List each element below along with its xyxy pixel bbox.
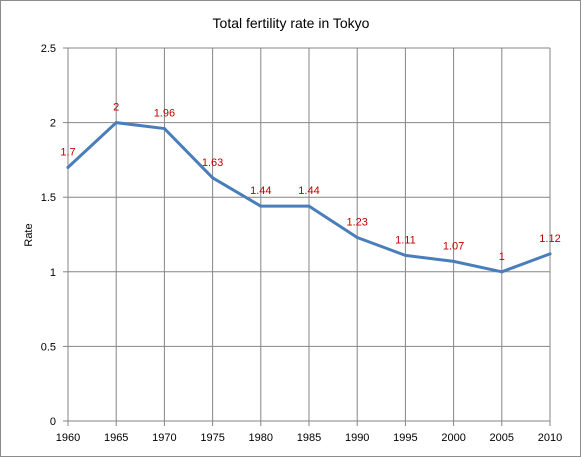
y-axis-label: Rate <box>23 223 35 246</box>
x-tick-label: 1960 <box>56 432 80 444</box>
x-axis-ticks: 1960 1965 1970 1975 1980 1985 1990 1995 2000 2005… <box>56 432 562 444</box>
data-point <box>403 253 407 257</box>
data-label: 1.12 <box>539 233 560 245</box>
data-point <box>114 121 118 125</box>
y-tick-label: 2 <box>50 118 56 130</box>
x-tick-label: 1970 <box>152 432 176 444</box>
data-label: 2 <box>113 102 119 114</box>
data-label: 1.11 <box>395 234 416 246</box>
data-point <box>162 127 166 131</box>
x-tick-label: 2010 <box>538 432 562 444</box>
data-label: 1.44 <box>298 185 319 197</box>
y-tick-label: 0.5 <box>41 341 56 353</box>
y-tick-label: 1 <box>50 267 56 279</box>
x-tick-label: 1995 <box>393 432 417 444</box>
y-tick-label: 2.5 <box>41 43 56 55</box>
data-point <box>452 259 456 263</box>
data-point <box>259 204 263 208</box>
data-point <box>355 235 359 239</box>
grid <box>63 47 551 426</box>
x-tick-label: 1975 <box>200 432 224 444</box>
data-labels: 1.7 2 1.96 1.63 1.44 1.44 1.23 1.11 1.07 1 1.12 <box>60 102 560 263</box>
data-label: 1.23 <box>346 216 367 228</box>
data-point <box>307 204 311 208</box>
y-tick-label: 0 <box>50 416 56 428</box>
x-tick-label: 1990 <box>345 432 369 444</box>
data-point <box>548 252 552 256</box>
data-point <box>500 270 504 274</box>
data-label: 1.07 <box>443 240 464 252</box>
series-layer <box>66 121 552 274</box>
x-tick-label: 2000 <box>441 432 465 444</box>
x-tick-label: 2005 <box>490 432 514 444</box>
x-tick-label: 1965 <box>104 432 128 444</box>
data-point <box>211 176 215 180</box>
y-tick-label: 1.5 <box>41 192 56 204</box>
x-tick-label: 1980 <box>249 432 273 444</box>
data-label: 1.96 <box>154 108 175 120</box>
y-axis-ticks: 0 0.5 1 1.5 2 2.5 <box>41 43 56 428</box>
data-label: 1.7 <box>60 146 75 158</box>
chart-title: Total fertility rate in Tokyo <box>213 15 370 31</box>
x-tick-label: 1985 <box>297 432 321 444</box>
data-point <box>66 165 70 169</box>
data-label: 1.63 <box>202 157 223 169</box>
data-label: 1 <box>499 251 505 263</box>
data-label: 1.44 <box>250 185 271 197</box>
